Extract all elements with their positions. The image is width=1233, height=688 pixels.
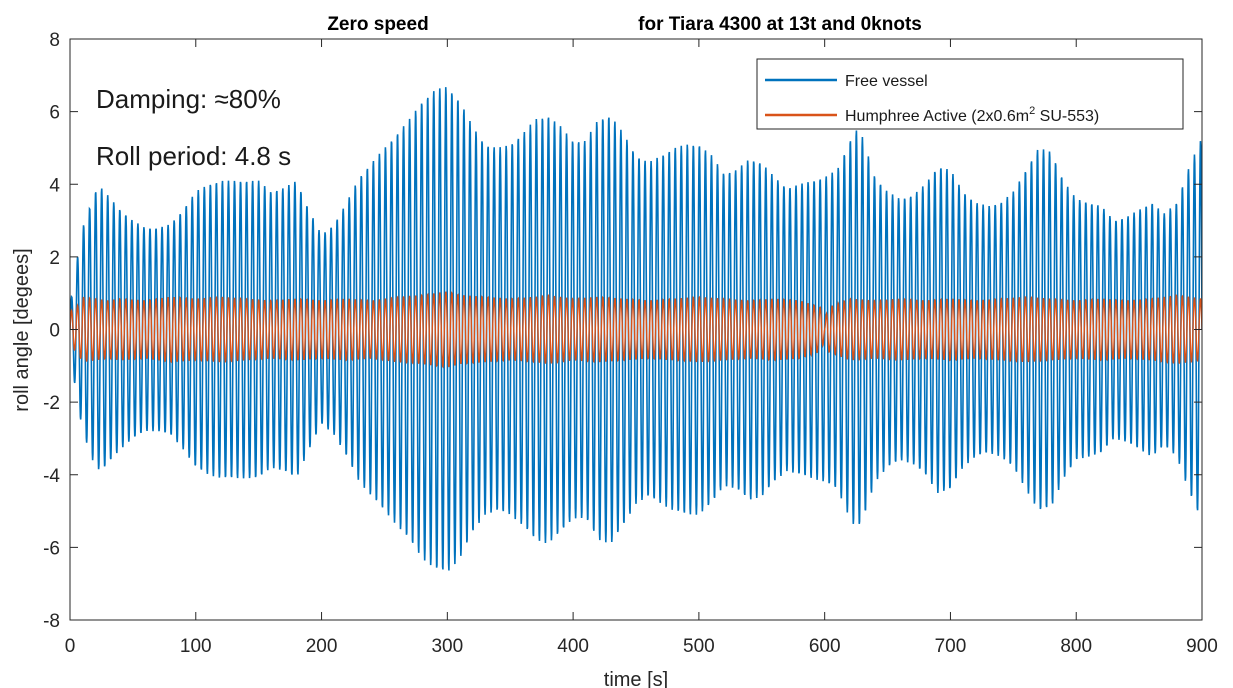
roll-period-annotation: Roll period: 4.8 s	[96, 141, 291, 171]
axis-ticks	[69, 38, 1203, 621]
legend-label-humphree-active: Humphree Active (2x0.6m2 SU-553)	[845, 105, 1099, 125]
x-tick-label: 800	[1060, 636, 1092, 657]
y-tick-label: -8	[43, 611, 60, 632]
y-tick-label: 4	[49, 175, 60, 196]
axis-tick-labels: 0 100 200 300 400 500 600 700 800 900 -8 -6 -4 -2 0 2 4 6…	[43, 30, 1218, 657]
y-tick-label: -2	[43, 393, 60, 414]
legend: Free vessel Humphree Active (2x0.6m2 SU-…	[756, 58, 1184, 130]
legend-box	[756, 58, 1184, 130]
y-tick-label: 2	[49, 248, 60, 269]
series-line-humphree-active	[70, 290, 1202, 369]
y-tick-label: -4	[43, 466, 60, 487]
series-layer	[70, 87, 1202, 571]
damping-annotation: Damping: ≈80%	[96, 84, 281, 114]
y-tick-label: 8	[49, 30, 60, 51]
y-tick-label: 6	[49, 103, 60, 124]
x-tick-label: 500	[683, 636, 715, 657]
y-tick-label: -6	[43, 538, 60, 559]
chart-title: Zero speed for Tiara 4300 at 13t and 0kn…	[327, 14, 922, 35]
chart-title-left: Zero speed	[327, 14, 428, 35]
y-axis-label: roll angle [degees]	[11, 248, 33, 411]
x-tick-label: 900	[1186, 636, 1218, 657]
x-tick-label: 0	[65, 636, 76, 657]
x-tick-label: 700	[935, 636, 967, 657]
chart-title-right: for Tiara 4300 at 13t and 0knots	[638, 14, 922, 35]
x-tick-label: 400	[557, 636, 589, 657]
x-tick-label: 200	[306, 636, 338, 657]
x-tick-label: 600	[809, 636, 841, 657]
series-line-free-vessel	[70, 87, 1202, 571]
x-tick-label: 100	[180, 636, 212, 657]
legend-label-free-vessel: Free vessel	[845, 73, 928, 90]
x-axis-label: time [s]	[604, 669, 668, 688]
x-tick-label: 300	[431, 636, 463, 657]
y-tick-label: 0	[49, 321, 60, 342]
